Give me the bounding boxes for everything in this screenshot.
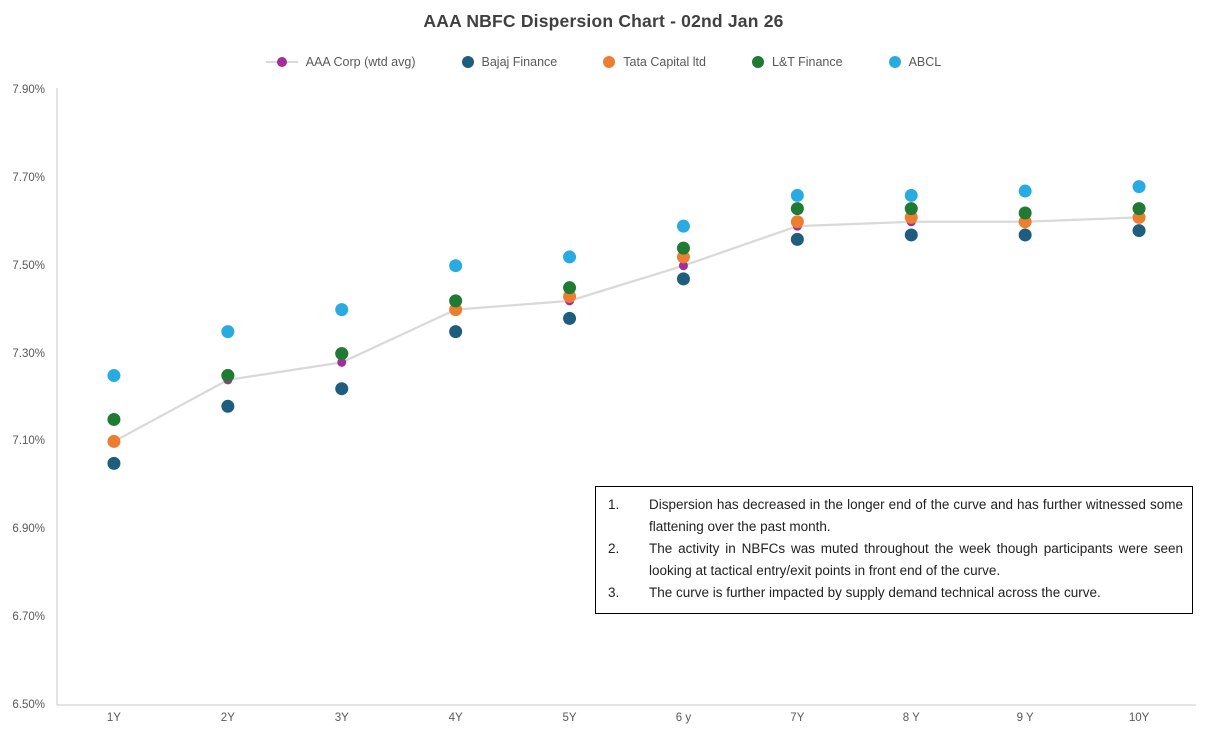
y-tick-label: 7.30% bbox=[12, 347, 45, 360]
legend-item-l-t-finance: L&T Finance bbox=[751, 55, 843, 69]
data-point-bajaj-finance bbox=[904, 228, 918, 242]
data-point-l-t-finance bbox=[1018, 206, 1032, 220]
legend-label: Bajaj Finance bbox=[481, 55, 558, 69]
data-point-l-t-finance bbox=[1132, 202, 1146, 216]
legend-label: Tata Capital ltd bbox=[623, 55, 706, 69]
y-tick-label: 7.70% bbox=[12, 171, 45, 184]
data-point-l-t-finance bbox=[676, 241, 690, 255]
data-point-l-t-finance bbox=[335, 347, 349, 361]
y-tick-label: 6.70% bbox=[12, 611, 45, 624]
commentary-item-number: 1. bbox=[608, 497, 620, 512]
data-point-abcl bbox=[335, 303, 349, 317]
x-tick-label: 4Y bbox=[448, 712, 463, 724]
data-point-l-t-finance bbox=[563, 281, 577, 295]
data-point-bajaj-finance bbox=[790, 232, 804, 246]
legend-item-bajaj-finance: Bajaj Finance bbox=[461, 55, 558, 69]
data-point-abcl bbox=[1018, 184, 1032, 198]
x-tick-label: 2Y bbox=[220, 712, 235, 724]
commentary-item: 3. The curve is further impacted by supp… bbox=[605, 582, 1183, 604]
data-point-bajaj-finance bbox=[563, 311, 577, 325]
data-point-bajaj-finance bbox=[107, 456, 121, 470]
legend-dot-icon bbox=[603, 56, 616, 68]
legend-dot-icon bbox=[276, 57, 287, 67]
x-tick-label: 8 Y bbox=[902, 712, 920, 724]
chart-title: AAA NBFC Dispersion Chart - 02nd Jan 26 bbox=[423, 11, 784, 31]
commentary-item-text: The activity in NBFCs was muted througho… bbox=[649, 541, 1183, 578]
data-point-abcl bbox=[449, 259, 463, 273]
legend-label: ABCL bbox=[908, 55, 942, 69]
x-tick-label: 3Y bbox=[334, 712, 349, 724]
y-tick-label: 6.50% bbox=[12, 699, 45, 711]
x-tick-label: 7Y bbox=[790, 712, 805, 724]
legend-label: AAA Corp (wtd avg) bbox=[305, 55, 416, 69]
chart-legend: AAA Corp (wtd avg) Bajaj Finance Tata Capi… bbox=[0, 52, 1207, 72]
legend-item-aaa-corp-wtd-avg: AAA Corp (wtd avg) bbox=[265, 55, 416, 69]
legend-label: L&T Finance bbox=[771, 55, 843, 69]
legend-item-tata-capital-ltd: Tata Capital ltd bbox=[603, 55, 706, 69]
aaa-corp-wtd-avg-line bbox=[113, 216, 1140, 443]
data-point-bajaj-finance bbox=[221, 399, 235, 413]
data-point-l-t-finance bbox=[221, 369, 235, 383]
x-tick-label: 6 y bbox=[675, 712, 692, 724]
y-tick-label: 6.90% bbox=[12, 523, 45, 536]
y-tick-label: 7.50% bbox=[12, 259, 45, 272]
commentary-item-number: 2. bbox=[608, 541, 620, 556]
x-tick-label: 10Y bbox=[1128, 712, 1150, 724]
legend-dot-icon bbox=[751, 56, 764, 68]
data-point-abcl bbox=[563, 250, 577, 264]
legend-dot-icon bbox=[888, 56, 901, 68]
y-tick-label: 7.90% bbox=[12, 84, 45, 96]
data-point-aaa-corp-wtd-avg bbox=[337, 357, 347, 367]
legend-dot-icon bbox=[461, 56, 474, 68]
x-tick-label: 1Y bbox=[106, 712, 121, 724]
data-point-l-t-finance bbox=[107, 412, 121, 426]
data-point-abcl bbox=[676, 219, 690, 233]
data-point-bajaj-finance bbox=[449, 325, 463, 339]
legend-line-marker-icon bbox=[265, 56, 298, 68]
x-tick-label: 9 Y bbox=[1016, 712, 1034, 724]
data-point-bajaj-finance bbox=[1018, 228, 1032, 242]
data-point-l-t-finance bbox=[449, 294, 463, 308]
legend-item-abcl: ABCL bbox=[888, 55, 942, 69]
data-point-l-t-finance bbox=[790, 202, 804, 216]
data-point-tata-capital-ltd bbox=[107, 434, 121, 448]
commentary-item-text: The curve is further impacted by supply … bbox=[649, 585, 1101, 600]
data-point-bajaj-finance bbox=[1132, 224, 1146, 238]
data-point-bajaj-finance bbox=[676, 272, 690, 286]
x-tick-label: 5Y bbox=[562, 712, 577, 724]
data-point-abcl bbox=[221, 325, 235, 339]
commentary-item-number: 3. bbox=[608, 585, 620, 600]
data-point-abcl bbox=[1132, 180, 1146, 194]
data-point-abcl bbox=[904, 188, 918, 202]
data-point-abcl bbox=[107, 369, 121, 383]
commentary-item: 1. Dispersion has decreased in the longe… bbox=[605, 494, 1183, 538]
data-point-l-t-finance bbox=[904, 202, 918, 216]
data-point-abcl bbox=[790, 188, 804, 202]
data-point-aaa-corp-wtd-avg bbox=[678, 261, 688, 271]
data-point-bajaj-finance bbox=[335, 382, 349, 396]
data-point-tata-capital-ltd bbox=[790, 215, 804, 229]
commentary-item-text: Dispersion has decreased in the longer e… bbox=[649, 497, 1183, 534]
y-tick-label: 7.10% bbox=[12, 435, 45, 448]
commentary-box: 1. Dispersion has decreased in the longe… bbox=[595, 486, 1193, 614]
commentary-item: 2. The activity in NBFCs was muted throu… bbox=[605, 538, 1183, 582]
